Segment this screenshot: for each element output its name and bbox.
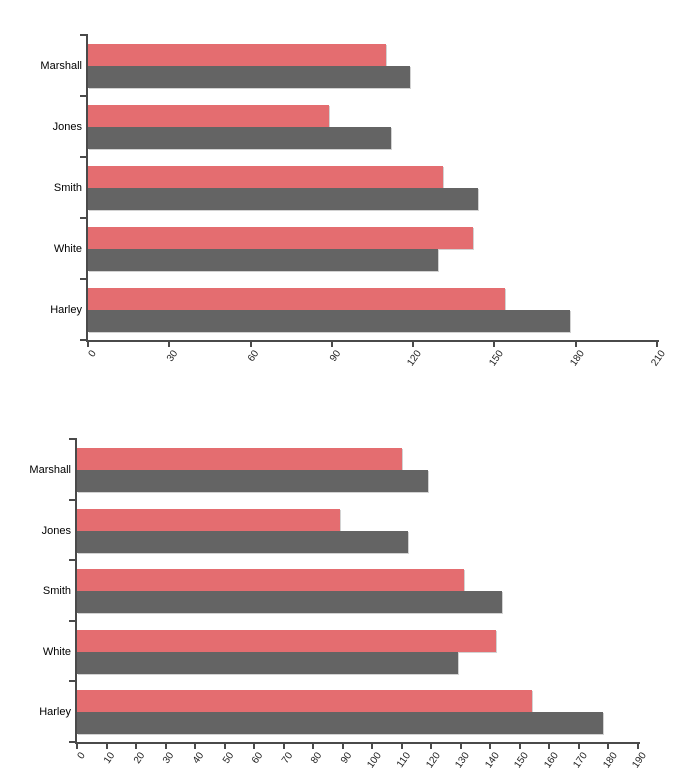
x-axis-tick (223, 744, 226, 749)
x-axis-tick (330, 342, 333, 347)
bar-smith-series1 (88, 166, 443, 188)
bar-jones-series2 (77, 530, 408, 553)
x-axis-tick (574, 342, 577, 347)
bar-harley-series1 (77, 690, 532, 713)
x-tick-label: 0 (75, 750, 89, 762)
x-axis-tick (548, 744, 551, 749)
y-axis-tick (80, 217, 86, 219)
x-tick-label: 180 (601, 750, 620, 771)
x-tick-label: 190 (630, 750, 650, 771)
category-label: Marshall (40, 60, 82, 72)
x-tick-label: 140 (482, 750, 502, 771)
category-label: Jones (41, 524, 71, 537)
y-axis-tick (80, 278, 86, 280)
x-tick-label: 10 (102, 750, 118, 766)
x-axis (75, 742, 640, 744)
bar-marshall-series1 (88, 44, 387, 66)
y-axis-tick (80, 156, 86, 158)
x-axis-tick (282, 744, 285, 749)
y-axis (75, 438, 77, 744)
x-tick-label: 120 (423, 750, 443, 771)
x-axis-tick (607, 744, 610, 749)
x-axis-tick (656, 342, 658, 347)
y-axis-tick (80, 95, 86, 97)
x-axis-tick (135, 744, 138, 749)
x-axis-tick (489, 744, 492, 749)
x-tick-label: 170 (571, 750, 591, 771)
y-axis-tick (69, 559, 75, 562)
bar-white-series1 (77, 629, 497, 652)
x-axis-tick (253, 744, 256, 749)
x-axis-tick (194, 744, 197, 749)
category-label: White (53, 243, 82, 255)
category-label: Jones (52, 121, 82, 133)
x-axis-tick (577, 744, 580, 749)
x-axis-tick (312, 744, 315, 749)
x-axis-tick (164, 744, 167, 749)
bar-smith-series1 (77, 569, 464, 592)
x-axis-tick (87, 342, 89, 347)
x-tick-label: 130 (453, 750, 473, 771)
bar-harley-series2 (77, 712, 603, 735)
bar-marshall-series2 (77, 470, 429, 492)
x-tick-label: 30 (161, 750, 177, 766)
x-tick-label: 110 (394, 750, 413, 770)
x-axis-tick (412, 342, 415, 347)
y-axis-tick (69, 438, 75, 440)
y-axis (86, 34, 88, 342)
x-tick-label: 90 (338, 750, 354, 766)
x-axis-tick (371, 744, 374, 749)
x-tick-label: 80 (309, 750, 325, 766)
y-axis-tick (69, 498, 75, 501)
x-axis-tick (76, 744, 78, 749)
y-axis-tick (80, 34, 86, 36)
x-axis-tick (430, 744, 433, 749)
x-tick-label: 70 (279, 750, 295, 766)
x-axis-tick (493, 342, 496, 347)
x-tick-label: 160 (542, 750, 561, 771)
bar-white-series2 (88, 249, 438, 271)
bar-marshall-series1 (77, 448, 402, 470)
bar-white-series1 (88, 227, 473, 249)
category-label: Smith (42, 585, 71, 598)
category-label: Harley (50, 304, 82, 316)
x-axis-tick (168, 342, 171, 347)
category-label: White (42, 645, 71, 658)
bar-smith-series2 (88, 188, 479, 210)
x-tick-label: 40 (190, 750, 207, 766)
bar-harley-series2 (88, 310, 571, 332)
x-tick-label: 150 (512, 750, 532, 771)
y-axis-tick (80, 339, 86, 341)
x-tick-label: 100 (364, 750, 384, 771)
bar-jones-series1 (77, 508, 340, 531)
bar-jones-series1 (88, 105, 330, 127)
x-axis-tick (341, 744, 344, 749)
x-axis (86, 340, 659, 342)
x-tick-label: 50 (220, 750, 236, 766)
x-tick-label: 20 (131, 750, 148, 766)
y-axis-tick (69, 741, 75, 743)
category-label: Marshall (29, 464, 71, 476)
x-axis-tick (637, 744, 639, 749)
x-tick-label: 60 (249, 750, 266, 766)
bar-smith-series2 (77, 591, 503, 614)
bar-white-series2 (77, 651, 458, 674)
bar-harley-series1 (88, 288, 506, 310)
category-label: Harley (39, 706, 71, 719)
x-axis-tick (400, 744, 403, 749)
x-axis-tick (249, 342, 252, 347)
x-axis-tick (459, 744, 462, 749)
y-axis-tick (69, 680, 75, 683)
y-axis-tick (69, 619, 75, 622)
x-axis-tick (518, 744, 521, 749)
x-axis-tick (105, 744, 108, 749)
bar-marshall-series2 (88, 66, 411, 88)
category-label: Smith (53, 182, 82, 194)
bar-jones-series2 (88, 127, 392, 149)
